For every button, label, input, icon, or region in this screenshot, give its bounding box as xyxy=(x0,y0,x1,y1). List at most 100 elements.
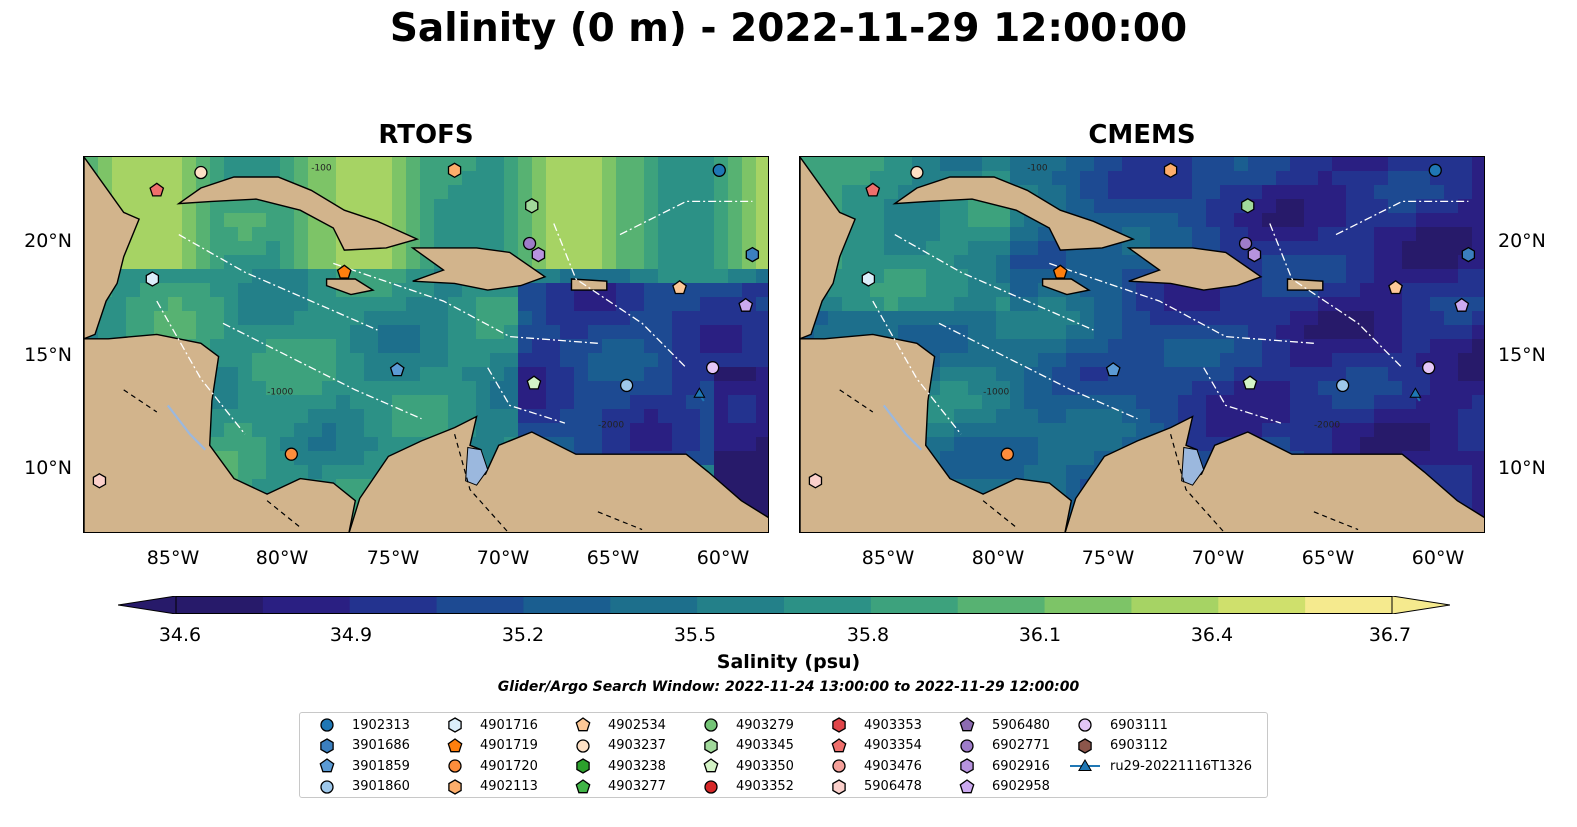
pentagon-icon xyxy=(447,737,463,752)
hexagon-icon xyxy=(832,717,846,733)
legend-item: 6903112 xyxy=(1068,736,1168,756)
legend-label: 6902958 xyxy=(992,779,1050,794)
colorbar-segment xyxy=(436,596,525,614)
country-border xyxy=(123,389,158,413)
float-marker xyxy=(619,378,634,393)
legend-item: 4903350 xyxy=(694,756,794,776)
eez-boundary xyxy=(1269,223,1403,369)
float-marker xyxy=(92,473,107,489)
legend-marker xyxy=(448,778,462,795)
eez-boundary xyxy=(487,367,566,424)
legend-marker xyxy=(1078,737,1092,754)
legend-label: 4903350 xyxy=(736,758,794,774)
glider-marker xyxy=(1409,387,1422,398)
lon-label-85w: 85°W xyxy=(146,547,200,569)
legend-item: 4901719 xyxy=(438,736,538,756)
legend-item: 5906480 xyxy=(950,715,1050,735)
float-marker xyxy=(336,264,352,279)
island xyxy=(1126,247,1263,291)
float-marker xyxy=(1238,236,1253,251)
legend-label: 6902771 xyxy=(992,738,1050,753)
legend-label: 4903476 xyxy=(864,758,922,774)
eez-boundary xyxy=(1049,262,1314,344)
hexagon-icon xyxy=(704,737,718,754)
legend-marker xyxy=(959,778,975,793)
colorbar-tick: 36.7 xyxy=(1368,624,1412,646)
lon-label-65w: 65°W xyxy=(586,547,640,569)
hexagon-icon xyxy=(832,778,846,795)
lon-label-60w: 60°W xyxy=(696,547,750,569)
colorbar-segment xyxy=(870,596,959,614)
legend-label: 3901686 xyxy=(352,738,410,753)
float-marker xyxy=(1105,362,1121,377)
lake-nicaragua xyxy=(882,404,923,451)
lat-label-15n: 15°N xyxy=(24,344,72,366)
map-rtofs: -100 -1000 -2000 xyxy=(83,156,769,533)
float-marker xyxy=(672,279,687,295)
country-border xyxy=(1170,434,1225,532)
colorbar xyxy=(117,595,1451,615)
legend-item: 4903354 xyxy=(822,736,922,756)
circle-icon xyxy=(704,779,718,794)
hexagon-icon xyxy=(320,737,334,754)
colorbar-segment xyxy=(957,596,1046,614)
colorbar-tick: 35.8 xyxy=(846,624,890,646)
legend-marker xyxy=(959,717,975,732)
lon-label-80w-right: 80°W xyxy=(971,547,1025,569)
float-marker xyxy=(1461,246,1476,263)
eez-boundary xyxy=(894,234,1094,331)
float-marker xyxy=(1247,246,1262,263)
island xyxy=(892,176,1136,251)
legend-item: 6903111 xyxy=(1068,715,1168,735)
legend-item: 4902534 xyxy=(566,715,666,735)
bathymetry-contour-label: -100 xyxy=(1027,163,1048,173)
country-border xyxy=(982,500,1017,528)
legend-marker xyxy=(704,718,718,732)
legend-label: 4903353 xyxy=(864,717,922,733)
circle-icon xyxy=(1078,718,1092,732)
legend-label: 6903111 xyxy=(1110,717,1168,733)
lake-maracaibo xyxy=(465,446,489,486)
legend-item: 5906478 xyxy=(822,777,922,797)
float-marker xyxy=(1052,264,1068,279)
glider-marker xyxy=(693,387,706,398)
legend-item: 4903238 xyxy=(566,756,666,776)
line-triangle-icon xyxy=(1070,759,1100,771)
float-marker xyxy=(865,182,881,197)
pentagon-icon xyxy=(959,778,975,793)
legend-marker xyxy=(575,717,591,732)
legend-marker xyxy=(448,717,462,733)
lon-label-85w-right: 85°W xyxy=(861,547,915,569)
hexagon-icon xyxy=(448,778,462,795)
colorbar-high-extension xyxy=(1391,595,1451,615)
float-marker xyxy=(861,271,876,287)
colorbar-label: Salinity (psu) xyxy=(716,651,861,673)
eez-boundary xyxy=(1335,200,1469,236)
lon-label-60w-right: 60°W xyxy=(1411,547,1465,569)
country-border xyxy=(597,511,643,531)
float-marker xyxy=(1163,162,1178,179)
eez-boundary xyxy=(553,223,687,369)
legend-marker xyxy=(832,759,846,773)
lat-label-20n-right: 20°N xyxy=(1498,230,1546,252)
island xyxy=(410,247,547,291)
float-marker xyxy=(1335,378,1350,393)
legend-marker xyxy=(576,758,590,774)
land-mass xyxy=(800,333,1073,532)
lat-label-20n: 20°N xyxy=(24,230,72,252)
legend-item: 4903476 xyxy=(822,756,922,776)
legend-item: 3901686 xyxy=(310,736,410,756)
colorbar-tick: 35.5 xyxy=(673,624,717,646)
lon-label-75w-right: 75°W xyxy=(1081,547,1135,569)
eez-boundary xyxy=(938,322,1138,420)
legend-item: 4903345 xyxy=(694,736,794,756)
float-marker xyxy=(738,297,754,312)
float-marker xyxy=(745,246,760,263)
land-mass xyxy=(84,333,357,532)
legend-label: 5906480 xyxy=(992,717,1050,733)
legend-item: 4901716 xyxy=(438,715,538,735)
lon-label-75w: 75°W xyxy=(366,547,420,569)
colorbar-segment xyxy=(1305,596,1393,614)
legend-item: 3901860 xyxy=(310,777,410,797)
figure-title: Salinity (0 m) - 2022-11-29 12:00:00 xyxy=(389,6,1188,51)
